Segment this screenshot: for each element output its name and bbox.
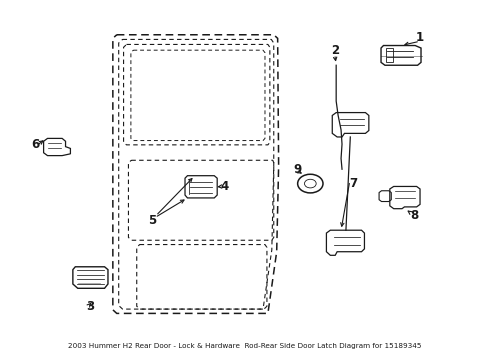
Text: 6: 6 [32,138,40,150]
Text: 8: 8 [409,210,417,222]
Text: 5: 5 [147,214,156,227]
Text: 2003 Hummer H2 Rear Door - Lock & Hardware  Rod-Rear Side Door Latch Diagram for: 2003 Hummer H2 Rear Door - Lock & Hardwa… [68,343,420,349]
Text: 2: 2 [330,44,338,57]
Text: 1: 1 [415,31,423,45]
Text: 7: 7 [349,177,357,190]
Text: 3: 3 [86,300,94,313]
Text: 9: 9 [292,163,301,176]
Text: 4: 4 [221,180,229,193]
